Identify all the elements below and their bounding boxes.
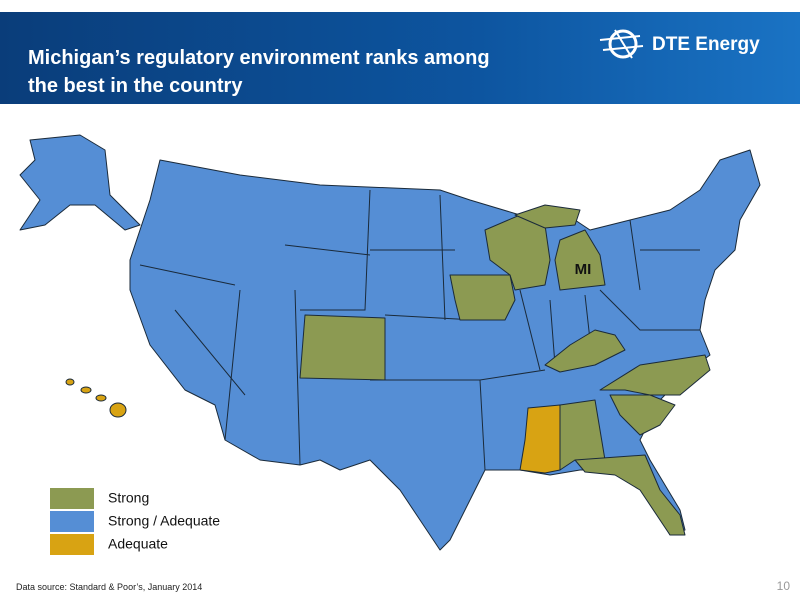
legend-label: Strong / Adequate [108, 513, 220, 529]
colorado [299, 314, 386, 381]
title-line: Michigan’s regulatory environment ranks … [28, 47, 490, 69]
legend-swatch [50, 534, 94, 555]
legend: Strong Strong / Adequate Adequate [50, 488, 220, 555]
michigan-upper [514, 204, 581, 229]
south-carolina [609, 394, 676, 436]
data-source: Data source: Standard & Poor’s, January … [16, 582, 202, 592]
logo-text: DTE Energy [652, 34, 760, 55]
hawaii [95, 394, 107, 402]
mainland [129, 149, 761, 551]
hawaii [65, 378, 75, 386]
hawaii [109, 402, 127, 418]
alaska [19, 134, 141, 231]
kentucky [544, 329, 626, 373]
legend-label: Adequate [108, 536, 168, 552]
iowa [449, 274, 516, 321]
mississippi [519, 404, 561, 474]
page-number: 10 [777, 579, 791, 593]
us-map [19, 134, 761, 551]
michigan [554, 229, 606, 291]
state-borders [139, 189, 700, 471]
north-carolina [599, 354, 711, 396]
florida [574, 454, 686, 536]
legend-swatch [50, 511, 94, 532]
logo-icon [599, 29, 644, 59]
legend-label: Strong [108, 490, 149, 506]
legend-swatch [50, 488, 94, 509]
hawaii [80, 386, 92, 394]
header-band [0, 12, 800, 104]
state-label: MI [575, 261, 592, 278]
title-line: the best in the country [28, 75, 243, 97]
